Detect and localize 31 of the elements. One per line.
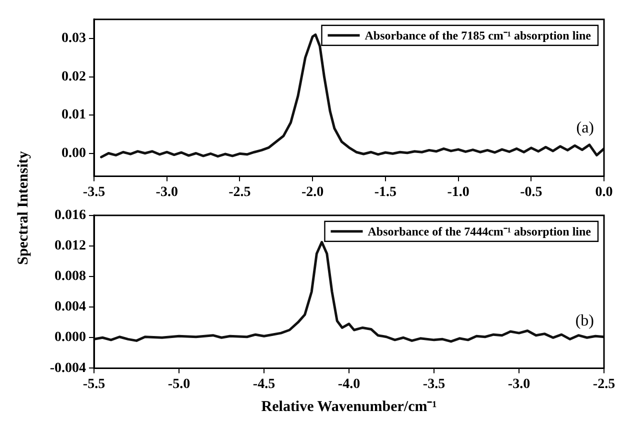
y-tick-label: 0.01 [62,108,86,123]
y-tick-label: 0.03 [62,31,86,46]
y-axis-title: Spectral Intensity [16,151,32,265]
x-tick-label: -4.5 [252,377,276,392]
x-tick-label: -4.0 [338,377,360,392]
x-tick-label: -3.0 [508,377,530,392]
legend-label: Absorbance of the 7444cm⁻¹ absorption line [368,224,592,238]
x-axis-title: Relative Wavenumber/cm⁻¹ [261,398,437,415]
legend-label: Absorbance of the 7185 cm⁻¹ absorption line [364,28,592,42]
y-tick-label: 0.02 [62,69,86,84]
x-tick-label: -5.0 [168,377,190,392]
x-tick-label: -2.5 [592,377,616,392]
y-tick-label: 0.000 [54,330,86,346]
x-tick-label: -3.0 [156,185,178,200]
x-tick-label: -1.5 [374,185,397,200]
y-tick-label: -0.004 [50,360,86,376]
x-tick-label: -2.0 [301,185,324,200]
y-tick-label: 0.016 [54,208,86,224]
x-tick-label: -1.0 [447,185,470,200]
x-tick-label: -3.5 [82,185,106,200]
y-tick-label: 0.004 [54,300,86,315]
x-tick-label: 0.0 [595,185,613,200]
annotation: (a) [576,119,594,136]
x-tick-label: -2.5 [228,185,251,200]
x-tick-label: -5.5 [82,377,106,392]
x-tick-label: -0.5 [520,185,542,200]
y-tick-label: 0.008 [54,269,86,284]
y-tick-label: 0.012 [54,238,86,254]
x-tick-label: -3.5 [422,377,446,392]
y-tick-label: 0.00 [62,146,86,161]
annotation: (b) [575,312,594,330]
